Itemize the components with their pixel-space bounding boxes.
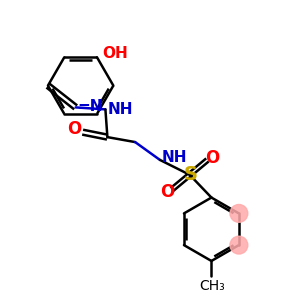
Text: OH: OH bbox=[102, 46, 128, 61]
Text: NH: NH bbox=[107, 102, 133, 117]
Text: NH: NH bbox=[162, 150, 188, 165]
Text: O: O bbox=[205, 149, 220, 167]
Circle shape bbox=[230, 236, 248, 254]
Circle shape bbox=[230, 205, 248, 222]
Text: O: O bbox=[68, 120, 82, 138]
Text: O: O bbox=[160, 183, 174, 201]
Text: =N: =N bbox=[78, 99, 103, 114]
Text: S: S bbox=[184, 165, 198, 184]
Text: CH₃: CH₃ bbox=[200, 279, 225, 293]
